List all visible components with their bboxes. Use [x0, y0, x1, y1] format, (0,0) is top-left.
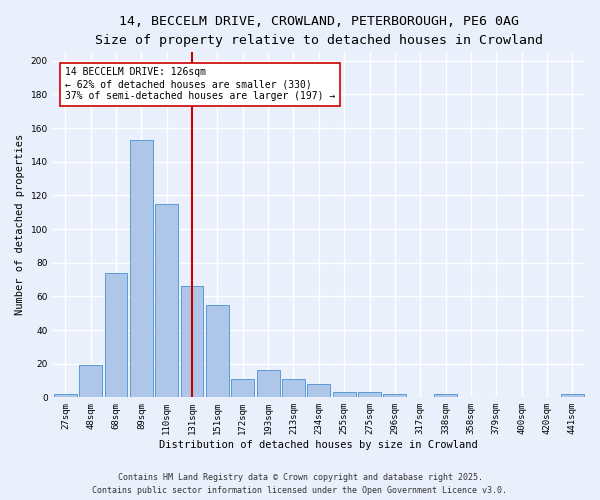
Y-axis label: Number of detached properties: Number of detached properties [15, 134, 25, 316]
Bar [232, 379, 254, 398]
Bar [282, 379, 305, 398]
Bar [307, 384, 330, 398]
Bar [383, 394, 406, 398]
Title: 14, BECCELM DRIVE, CROWLAND, PETERBOROUGH, PE6 0AG
Size of property relative to : 14, BECCELM DRIVE, CROWLAND, PETERBOROUG… [95, 15, 543, 47]
Bar [130, 140, 153, 398]
Bar [54, 394, 77, 398]
Bar [206, 305, 229, 398]
Bar [79, 366, 102, 398]
Bar [333, 392, 356, 398]
Bar [104, 273, 127, 398]
Bar [155, 204, 178, 398]
Bar [257, 370, 280, 398]
Bar [561, 394, 584, 398]
Text: Contains HM Land Registry data © Crown copyright and database right 2025.
Contai: Contains HM Land Registry data © Crown c… [92, 474, 508, 495]
Bar [181, 286, 203, 398]
Bar [358, 392, 381, 398]
X-axis label: Distribution of detached houses by size in Crowland: Distribution of detached houses by size … [160, 440, 478, 450]
Bar [434, 394, 457, 398]
Text: 14 BECCELM DRIVE: 126sqm
← 62% of detached houses are smaller (330)
37% of semi-: 14 BECCELM DRIVE: 126sqm ← 62% of detach… [65, 68, 335, 100]
